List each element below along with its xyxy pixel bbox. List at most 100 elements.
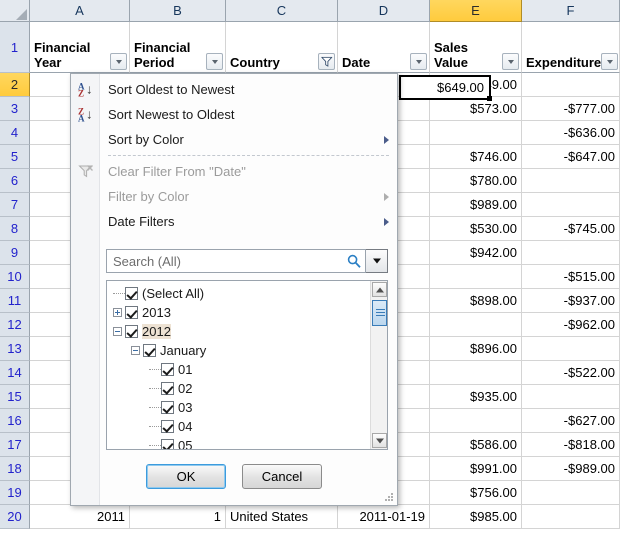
row-header-11[interactable]: 11 [0, 289, 30, 313]
row-header-9[interactable]: 9 [0, 241, 30, 265]
cell-D20[interactable]: 2011-01-19 [338, 505, 430, 529]
cell-F2[interactable] [522, 73, 620, 97]
row-header-4[interactable]: 4 [0, 121, 30, 145]
scroll-down-icon[interactable] [372, 433, 387, 448]
scroll-up-icon[interactable] [372, 282, 387, 297]
scrollbar-thumb[interactable] [372, 300, 387, 326]
filter-dropdown-icon-e[interactable] [502, 53, 519, 70]
cell-F15[interactable] [522, 385, 620, 409]
column-header-d[interactable]: D [338, 0, 430, 22]
menu-item-date-filters[interactable]: Date Filters [71, 209, 397, 234]
cell-F5[interactable]: -$647.00 [522, 145, 620, 169]
cell-F8[interactable]: -$745.00 [522, 217, 620, 241]
row-header-16[interactable]: 16 [0, 409, 30, 433]
row-header-1[interactable]: 1 [0, 22, 30, 73]
filter-tree-list[interactable]: (Select All) 2013 2012 January 01 02 03 04 05 [107, 281, 370, 449]
tree-item-year-2013[interactable]: 2013 [109, 303, 370, 322]
checkbox-day-05[interactable] [161, 439, 174, 449]
cell-F10[interactable]: -$515.00 [522, 265, 620, 289]
cell-E4[interactable] [430, 121, 522, 145]
column-header-c[interactable]: C [226, 0, 338, 22]
cell-F13[interactable] [522, 337, 620, 361]
cell-E15[interactable]: $935.00 [430, 385, 522, 409]
checkbox-day-03[interactable] [161, 401, 174, 414]
cell-F12[interactable]: -$962.00 [522, 313, 620, 337]
cell-E16[interactable] [430, 409, 522, 433]
filter-dropdown-icon-a[interactable] [110, 53, 127, 70]
cell-E18[interactable]: $991.00 [430, 457, 522, 481]
column-header-b[interactable]: B [130, 0, 226, 22]
cell-E14[interactable] [430, 361, 522, 385]
cell-F7[interactable] [522, 193, 620, 217]
cell-E7[interactable]: $989.00 [430, 193, 522, 217]
cell-F18[interactable]: -$989.00 [522, 457, 620, 481]
filter-dropdown-icon-f[interactable] [601, 53, 619, 70]
checkbox-month-january[interactable] [143, 344, 156, 357]
cell-F6[interactable] [522, 169, 620, 193]
menu-item-sort-newest-oldest[interactable]: Z A ↓ Sort Newest to Oldest [71, 102, 397, 127]
tree-item-day-02[interactable]: 02 [109, 379, 370, 398]
column-header-e[interactable]: E [430, 0, 522, 22]
expand-icon-year-2013[interactable] [113, 308, 122, 317]
resize-grip-icon[interactable] [385, 493, 394, 502]
row-header-19[interactable]: 19 [0, 481, 30, 505]
cell-E5[interactable]: $746.00 [430, 145, 522, 169]
row-header-10[interactable]: 10 [0, 265, 30, 289]
row-header-12[interactable]: 12 [0, 313, 30, 337]
row-header-7[interactable]: 7 [0, 193, 30, 217]
collapse-icon-year-2012[interactable] [113, 327, 122, 336]
cell-E17[interactable]: $586.00 [430, 433, 522, 457]
ok-button[interactable]: OK [146, 464, 226, 489]
tree-item-day-03[interactable]: 03 [109, 398, 370, 417]
filter-dropdown-icon-d[interactable] [410, 53, 427, 70]
cell-F20[interactable] [522, 505, 620, 529]
collapse-icon-month-january[interactable] [131, 346, 140, 355]
cell-E10[interactable] [430, 265, 522, 289]
cell-E13[interactable]: $896.00 [430, 337, 522, 361]
search-dropdown-button[interactable] [366, 249, 388, 273]
active-cell-e2[interactable]: $649.00 [399, 75, 492, 101]
tree-item-year-2012[interactable]: 2012 [109, 322, 370, 341]
menu-item-sort-by-color[interactable]: Sort by Color [71, 127, 397, 152]
cell-F11[interactable]: -$937.00 [522, 289, 620, 313]
checkbox-year-2013[interactable] [125, 306, 138, 319]
select-all-corner[interactable] [0, 0, 30, 22]
cancel-button[interactable]: Cancel [242, 464, 322, 489]
checkbox-year-2012[interactable] [125, 325, 138, 338]
tree-item-day-05[interactable]: 05 [109, 436, 370, 449]
tree-scrollbar[interactable] [370, 281, 387, 449]
filter-applied-icon-c[interactable] [318, 53, 335, 70]
cell-F16[interactable]: -$627.00 [522, 409, 620, 433]
column-header-a[interactable]: A [30, 0, 130, 22]
cell-E8[interactable]: $530.00 [430, 217, 522, 241]
cell-E3[interactable]: $573.00 [430, 97, 522, 121]
checkbox-select-all[interactable] [125, 287, 138, 300]
search-box[interactable] [106, 249, 366, 273]
checkbox-day-04[interactable] [161, 420, 174, 433]
cell-F14[interactable]: -$522.00 [522, 361, 620, 385]
cell-F9[interactable] [522, 241, 620, 265]
search-input[interactable] [113, 253, 347, 269]
cell-E11[interactable]: $898.00 [430, 289, 522, 313]
cell-E9[interactable]: $942.00 [430, 241, 522, 265]
row-header-6[interactable]: 6 [0, 169, 30, 193]
row-header-5[interactable]: 5 [0, 145, 30, 169]
cell-F17[interactable]: -$818.00 [522, 433, 620, 457]
cell-E20[interactable]: $985.00 [430, 505, 522, 529]
row-header-8[interactable]: 8 [0, 217, 30, 241]
cell-F3[interactable]: -$777.00 [522, 97, 620, 121]
row-header-3[interactable]: 3 [0, 97, 30, 121]
row-header-18[interactable]: 18 [0, 457, 30, 481]
cell-B20[interactable]: 1 [130, 505, 226, 529]
tree-item-day-04[interactable]: 04 [109, 417, 370, 436]
row-header-14[interactable]: 14 [0, 361, 30, 385]
row-header-2[interactable]: 2 [0, 73, 30, 97]
row-header-13[interactable]: 13 [0, 337, 30, 361]
tree-item-month-january[interactable]: January [109, 341, 370, 360]
filter-dropdown-icon-b[interactable] [206, 53, 223, 70]
cell-E19[interactable]: $756.00 [430, 481, 522, 505]
row-header-15[interactable]: 15 [0, 385, 30, 409]
tree-item-select-all[interactable]: (Select All) [109, 284, 370, 303]
row-header-20[interactable]: 20 [0, 505, 30, 529]
cell-F4[interactable]: -$636.00 [522, 121, 620, 145]
